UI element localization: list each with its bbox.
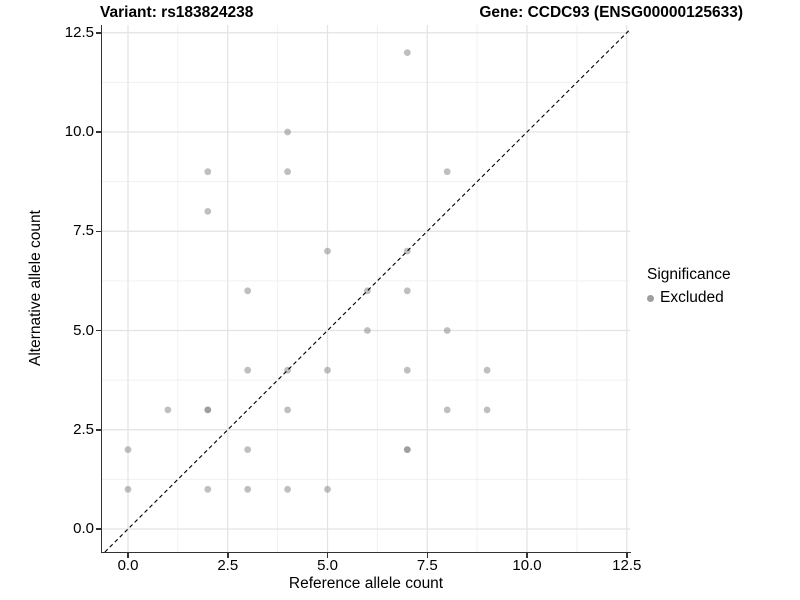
data-point xyxy=(284,168,291,176)
scatter-chart xyxy=(102,25,631,553)
x-tick-mark xyxy=(626,553,628,558)
x-tick-mark xyxy=(426,553,428,558)
y-tick-label: 7.5 xyxy=(73,222,94,240)
x-axis-title: Reference allele count xyxy=(288,575,444,592)
x-tick-mark xyxy=(127,553,129,558)
variant-title: Variant: rs183824238 xyxy=(100,4,254,21)
legend: Significance Excluded xyxy=(647,266,731,307)
y-tick-mark xyxy=(96,329,101,332)
y-axis-line xyxy=(100,25,102,553)
identity-line xyxy=(104,29,631,553)
data-point xyxy=(284,485,291,493)
data-point xyxy=(284,128,291,136)
data-point xyxy=(443,406,451,414)
y-tick-mark xyxy=(96,429,101,431)
y-tick-mark xyxy=(96,230,101,232)
data-point xyxy=(403,49,411,56)
y-tick-label: 5.0 xyxy=(73,321,94,339)
y-tick-label: 2.5 xyxy=(73,420,94,438)
data-point xyxy=(284,406,291,414)
legend-item-excluded: Excluded xyxy=(647,289,731,307)
data-point xyxy=(164,406,172,414)
data-point xyxy=(443,327,451,334)
data-point xyxy=(364,327,371,334)
y-tick-mark xyxy=(96,131,101,133)
data-point xyxy=(244,485,252,493)
legend-point-icon xyxy=(647,294,654,302)
legend-item-label: Excluded xyxy=(660,289,724,306)
data-point xyxy=(204,168,212,176)
scatter-points xyxy=(124,49,491,493)
data-point xyxy=(403,287,411,295)
data-point xyxy=(324,485,331,493)
data-point xyxy=(244,287,252,295)
x-tick-mark xyxy=(326,553,329,558)
x-tick-label: 7.5 xyxy=(416,557,438,574)
gridlines xyxy=(102,25,630,552)
y-tick-label: 10.0 xyxy=(64,123,94,140)
x-tick-mark xyxy=(227,553,229,558)
y-tick-mark xyxy=(96,32,101,34)
data-point xyxy=(204,208,212,215)
y-tick-label: 12.5 xyxy=(64,23,94,41)
data-point xyxy=(483,406,491,414)
data-point xyxy=(204,485,212,493)
data-point xyxy=(324,366,331,374)
data-point xyxy=(324,247,331,255)
x-tick-label: 10.0 xyxy=(512,557,542,574)
y-tick-label: 0.0 xyxy=(73,520,94,537)
gene-title: Gene: CCDC93 (ENSG00000125633) xyxy=(479,4,743,21)
plot-panel xyxy=(102,25,631,553)
x-tick-label: 5.0 xyxy=(317,557,338,574)
x-tick-label: 2.5 xyxy=(217,557,239,574)
data-point xyxy=(443,168,451,176)
data-point xyxy=(403,446,411,453)
x-axis-line xyxy=(100,551,631,553)
data-point xyxy=(124,446,132,453)
x-tick-mark xyxy=(526,553,528,558)
data-point xyxy=(483,366,491,374)
y-tick-mark xyxy=(96,528,101,530)
x-tick-label: 0.0 xyxy=(117,557,139,574)
data-point xyxy=(204,406,212,414)
data-point xyxy=(244,366,252,374)
data-point xyxy=(244,446,252,453)
legend-title: Significance xyxy=(647,266,731,283)
data-point xyxy=(124,485,132,493)
data-point xyxy=(403,366,411,374)
x-tick-label: 12.5 xyxy=(612,557,642,574)
